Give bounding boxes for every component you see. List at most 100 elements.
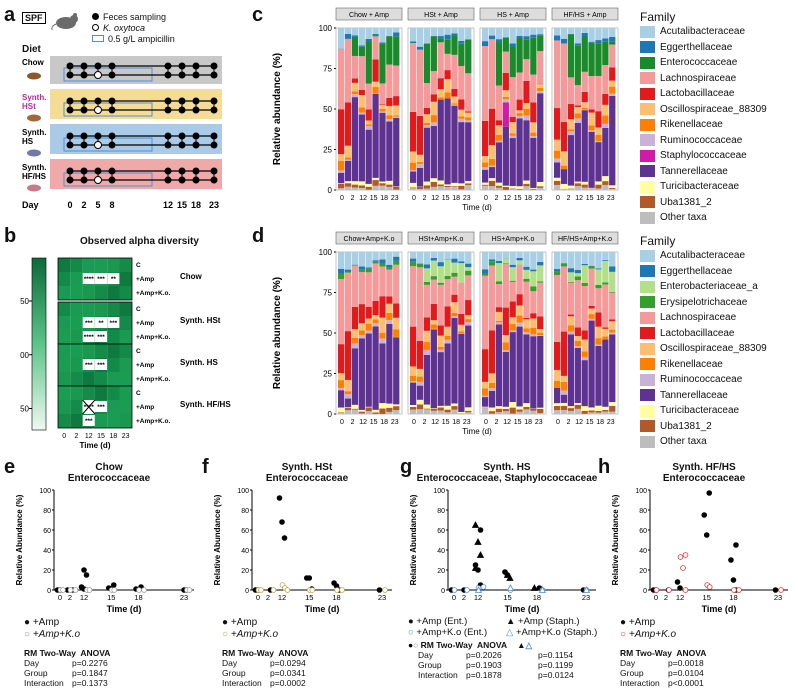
feces-dot [210,106,218,114]
bar-segment [437,97,444,100]
facet-label: Chow+Amp+K.o [344,236,395,243]
bar-segment [437,28,444,37]
bar-segment [495,307,503,312]
bar-segment [365,109,372,121]
x-tick-label: 15 [514,195,522,202]
y-tick-label: 100 [319,24,333,33]
legend-swatch [640,311,655,324]
bar-segment [372,326,379,410]
bar-segment [560,381,568,391]
bar-segment [588,407,595,411]
heatmap-group-border [57,385,133,429]
bar-segment [609,86,616,94]
bar-segment [523,59,530,81]
bar-segment [437,349,444,353]
bar-segment [581,181,588,185]
bar-segment [567,314,575,317]
bar-segment [502,342,509,351]
row-label: +Amp+K.o. [136,290,171,297]
bar-segment [516,188,523,190]
bar-segment [458,412,465,414]
x-tick-label: 12 [575,195,583,202]
bar-segment [595,338,602,345]
bar-segment [416,49,424,116]
x-tick-label: 15 [442,195,450,202]
bar-segment [482,184,489,186]
data-point [703,532,710,538]
data-point [706,490,713,496]
bar-segment [595,288,602,313]
data-point [706,584,713,590]
row-label: +Amp [136,320,154,327]
mouse-icon [27,114,41,122]
bar-segment [423,342,431,350]
bar-segment [458,261,465,264]
bar-segment [358,409,365,412]
feces-dot [66,132,74,140]
facet-label: HSt + Amp [424,12,458,19]
bar-segment [482,41,489,47]
bar-segment [379,338,386,344]
bar-segment [386,312,393,321]
heatmap-cell [94,414,108,428]
bar-segment [430,324,437,329]
heatmap-cell [94,302,108,316]
bar-segment [365,124,372,127]
heatmap-cell [70,302,83,316]
bar-segment [495,252,503,261]
legend-label: Turicibacteraceae [660,405,740,417]
legend-label: Staphylococcaceae [660,150,747,162]
data-point [81,567,87,573]
bar-segment [465,112,472,118]
bar-segment [523,317,530,320]
bar-segment [437,78,444,90]
bar-segment [416,267,424,342]
bar-segment [365,120,372,125]
bar-segment [430,276,437,280]
koxytoca-dot [94,176,102,184]
bar-segment [595,141,602,143]
heatmap-cell [82,372,95,386]
bar-segment [393,260,400,265]
y-tick-label: 20 [241,568,249,575]
day-tick-label: 15 [177,200,187,210]
feces-dot [178,132,186,140]
bar-segment [437,410,444,414]
bar-segment [537,265,544,282]
bar-segment [410,252,417,259]
bar-segment [523,278,530,282]
bar-segment [530,271,537,287]
x-tick-label: 0 [58,593,62,602]
bar-segment [451,28,458,34]
bar-segment [609,44,616,68]
bar-segment [351,91,359,95]
bar-segment [410,28,417,42]
bar-segment [358,304,365,324]
star-cell [95,359,108,370]
x-tick-label: 23 [122,433,130,440]
bar-segment [423,349,431,355]
bar-segment [410,182,417,188]
bar-segment [581,252,588,264]
colorbar-tick: 150 [20,297,30,306]
feces-dot [164,97,172,105]
legend-swatch [640,358,655,371]
bar-segment [444,412,451,414]
bar-segment [365,41,372,84]
bar-segment [444,185,451,188]
bar-segment [537,408,544,414]
bar-segment [488,252,496,260]
data-point [701,512,708,518]
bar-segment [502,263,509,265]
bar-segment [509,116,516,123]
bar-segment [574,347,581,403]
bar-segment [495,406,503,409]
x-axis-title: Time (d) [462,203,492,212]
legend-swatch [640,280,655,293]
amp-box-icon [92,35,104,42]
bar-segment [338,373,345,381]
bar-segment [338,109,345,155]
bar-segment [430,260,437,277]
bar-segment [567,268,575,273]
